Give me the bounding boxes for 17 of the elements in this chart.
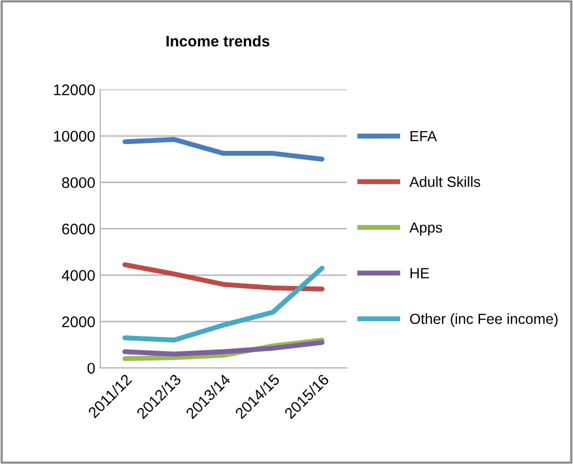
line-series — [122, 262, 324, 292]
legend-label: Apps — [409, 222, 442, 236]
chart-title: Income trends — [166, 35, 270, 47]
y-tick-label: 10000 — [54, 130, 95, 142]
legend-label: Other (inc Fee income) — [410, 313, 558, 327]
y-tick-label: 0 — [88, 362, 95, 374]
legend-label: Adult Skills — [409, 176, 480, 187]
line-series — [122, 340, 324, 356]
y-tick-label: 12000 — [54, 84, 95, 96]
line-series — [122, 266, 324, 343]
y-tick-label: 4000 — [62, 270, 95, 281]
y-tick-label: 8000 — [62, 177, 95, 188]
legend-label: EFA — [410, 131, 437, 142]
legend-label: HE — [410, 268, 430, 278]
y-tick-label: 2000 — [62, 316, 95, 328]
y-tick-label: 6000 — [62, 224, 95, 234]
line-series — [122, 137, 324, 162]
